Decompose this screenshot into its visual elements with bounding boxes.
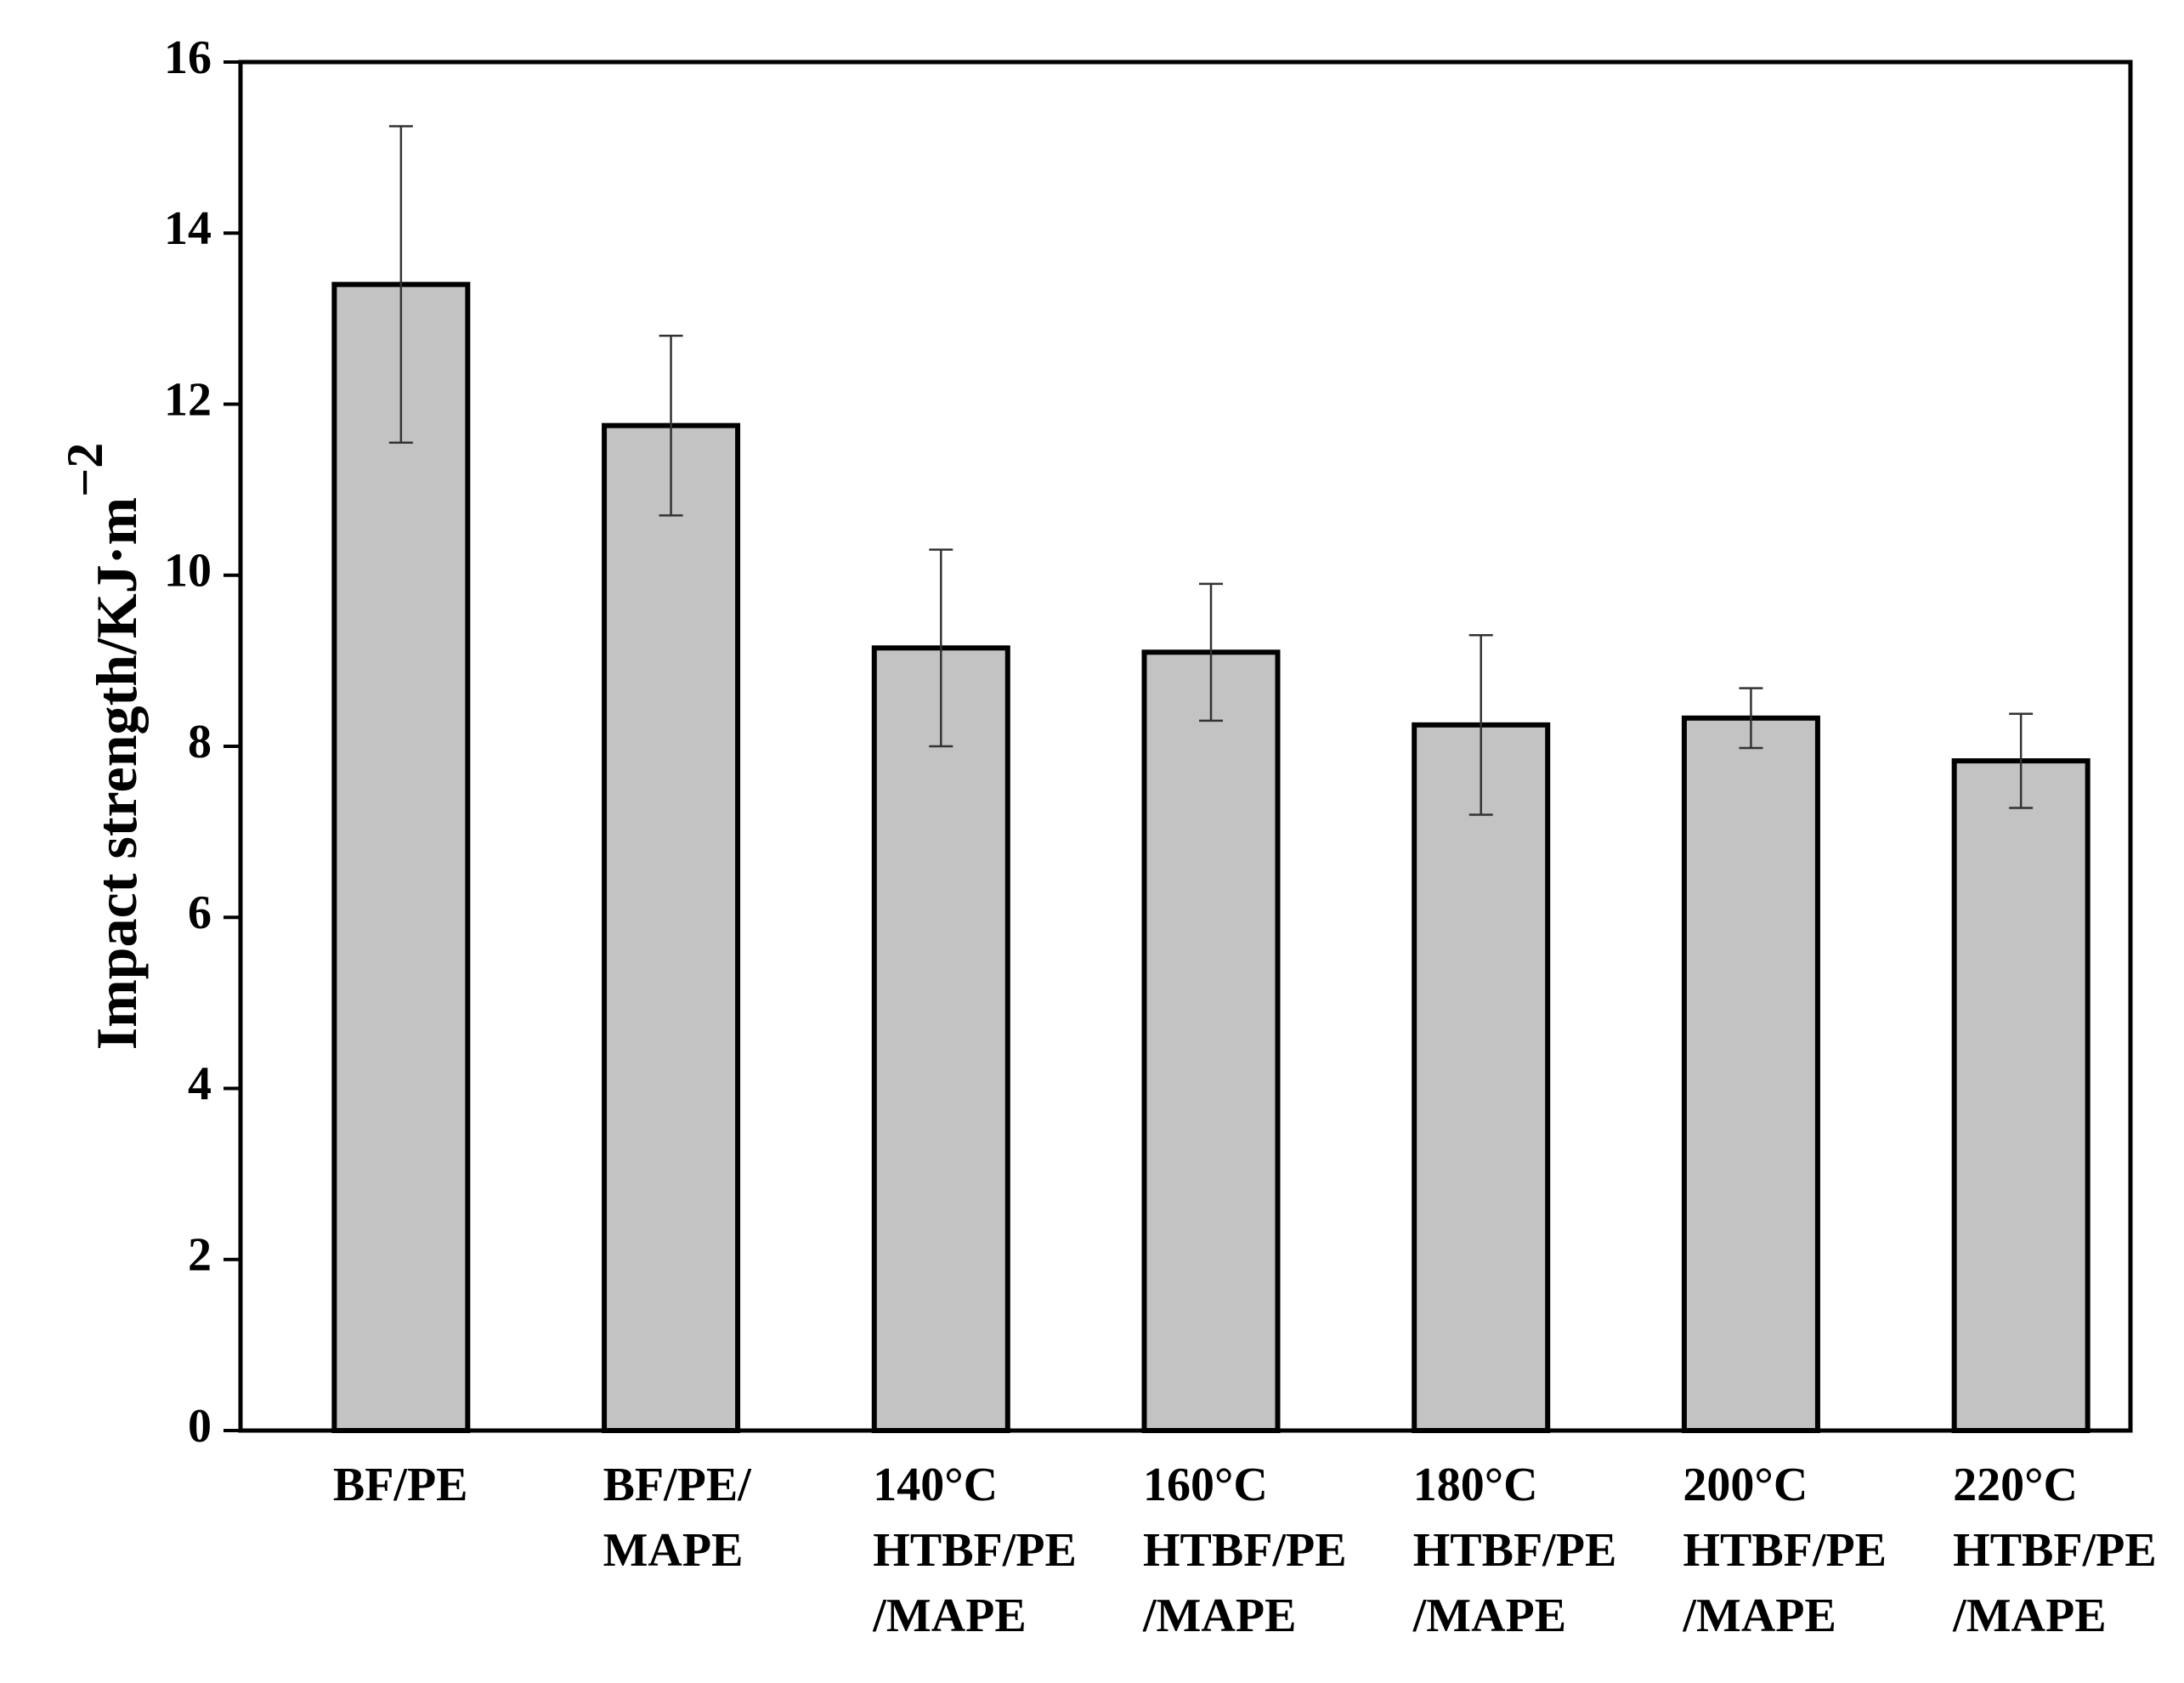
bar [331, 281, 471, 1433]
y-axis-label: Impact strength/KJ·m−2 [57, 443, 149, 1051]
y-tick-label: 0 [188, 1400, 212, 1453]
x-tick-label: 160°C [1143, 1459, 1268, 1511]
error-bar [929, 548, 953, 748]
x-tick-label: HTBF/PE [1953, 1524, 2157, 1577]
error-bar [1199, 582, 1223, 722]
bar [871, 645, 1010, 1433]
x-tick-label: /MAPE [1412, 1590, 1566, 1642]
error-bar [659, 334, 683, 517]
x-tick-label: 180°C [1413, 1459, 1538, 1511]
bar [1412, 722, 1551, 1433]
x-tick-label: HTBF/PE [1683, 1524, 1887, 1577]
error-bar [2009, 712, 2034, 809]
bar [1681, 715, 1820, 1433]
x-tick-label: /MAPE [872, 1590, 1026, 1642]
y-tick-label: 4 [188, 1057, 212, 1110]
x-tick-label: 220°C [1953, 1459, 2078, 1511]
x-tick-label: BF/PE [333, 1459, 468, 1511]
y-label-text: Impact strength/KJ·m [84, 497, 149, 1050]
plot-frame [238, 60, 2133, 1433]
y-tick-label: 2 [188, 1229, 212, 1282]
y-tick-label: 8 [188, 716, 212, 768]
x-tick-label: /MAPE [1952, 1590, 2106, 1642]
error-bar [1739, 687, 1763, 750]
x-tick-label: HTBF/PE [1143, 1524, 1347, 1577]
y-tick-label: 10 [164, 545, 212, 598]
bar [602, 422, 741, 1433]
bar [1141, 649, 1281, 1433]
error-bar [1468, 633, 1493, 816]
y-tick-label: 16 [164, 31, 212, 84]
y-label-exponent: −2 [57, 443, 113, 497]
x-tick-label: MAPE [603, 1524, 744, 1577]
y-tick-label: 12 [164, 373, 212, 426]
x-tick-label: BF/PE/ [603, 1459, 753, 1511]
error-bar [388, 125, 413, 445]
x-tick-label: 200°C [1683, 1459, 1808, 1511]
x-tick-label: 140°C [873, 1459, 998, 1511]
y-tick-label: 14 [164, 202, 212, 255]
x-tick-label: /MAPE [1142, 1590, 1296, 1642]
x-tick-label: HTBF/PE [1413, 1524, 1617, 1577]
bar [1951, 758, 2091, 1433]
x-tick-label: HTBF/PE [873, 1524, 1077, 1577]
y-tick-label: 6 [188, 887, 212, 939]
x-tick-label: /MAPE [1682, 1590, 1836, 1642]
